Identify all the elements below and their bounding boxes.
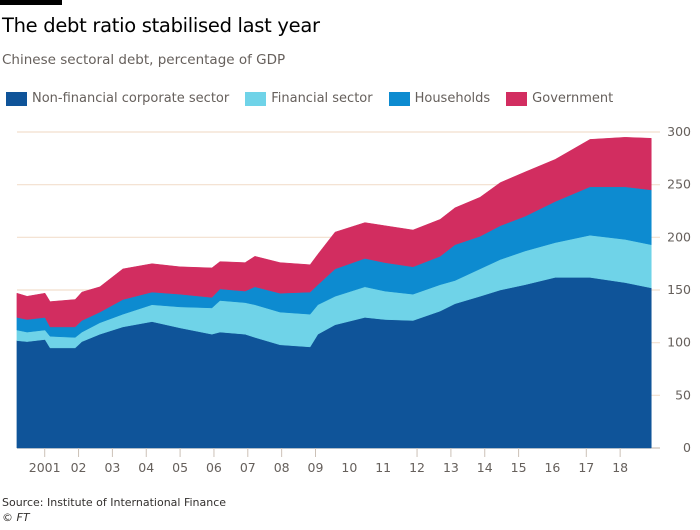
x-tick-label: 06 [206,460,222,475]
x-tick-label: 09 [308,460,324,475]
legend-item-nfc: Non-financial corporate sector [6,91,229,106]
x-axis: 2001 02 03 04 05 06 07 08 09 10 11 12 13 14 15 16 17 18 [29,448,628,475]
x-tick-label: 17 [578,460,594,475]
x-tick-label: 14 [477,460,493,475]
legend-label-financial: Financial sector [271,91,373,106]
legend-swatch-government [506,91,528,106]
y-tick-label: 200 [667,229,691,244]
x-tick-label: 02 [71,460,87,475]
x-tick-label: 04 [138,460,154,475]
x-tick-label: 07 [240,460,256,475]
x-tick-label: 15 [511,460,527,475]
legend-item-government: Government [506,91,613,106]
ft-top-rule [0,0,62,5]
legend: Non-financial corporate sector Financial… [6,91,629,106]
chart-title: The debt ratio stabilised last year [2,14,320,37]
y-tick-label: 50 [675,387,691,402]
legend-label-households: Households [414,91,491,106]
legend-swatch-nfc [6,91,27,106]
x-tick-label: 11 [375,460,391,475]
legend-item-households: Households [388,91,491,106]
x-tick-label: 18 [612,460,628,475]
x-tick-label: 2001 [29,460,61,475]
chart-subtitle: Chinese sectoral debt, percentage of GDP [2,52,286,68]
copyright: © FT [2,511,30,524]
legend-label-nfc: Non-financial corporate sector [32,91,230,106]
legend-swatch-households [388,91,410,106]
y-axis: 0 50 100 150 200 250 300 [667,124,691,455]
y-tick-label: 250 [667,177,691,192]
x-tick-label: 10 [341,460,357,475]
legend-label-government: Government [532,91,614,106]
x-tick-label: 03 [104,460,120,475]
y-tick-label: 300 [667,124,691,139]
y-tick-label: 100 [667,335,691,350]
x-tick-label: 16 [544,460,560,475]
y-tick-label: 0 [683,440,691,455]
x-tick-label: 13 [443,460,459,475]
x-tick-label: 05 [172,460,188,475]
area-government [16,137,652,328]
x-tick-label: 12 [409,460,425,475]
legend-item-financial: Financial sector [245,91,373,106]
legend-swatch-financial [245,91,267,106]
stacked-areas [16,137,652,449]
x-tick-label: 08 [274,460,290,475]
source-note: Source: Institute of International Finan… [2,496,227,509]
y-tick-label: 150 [667,282,691,297]
